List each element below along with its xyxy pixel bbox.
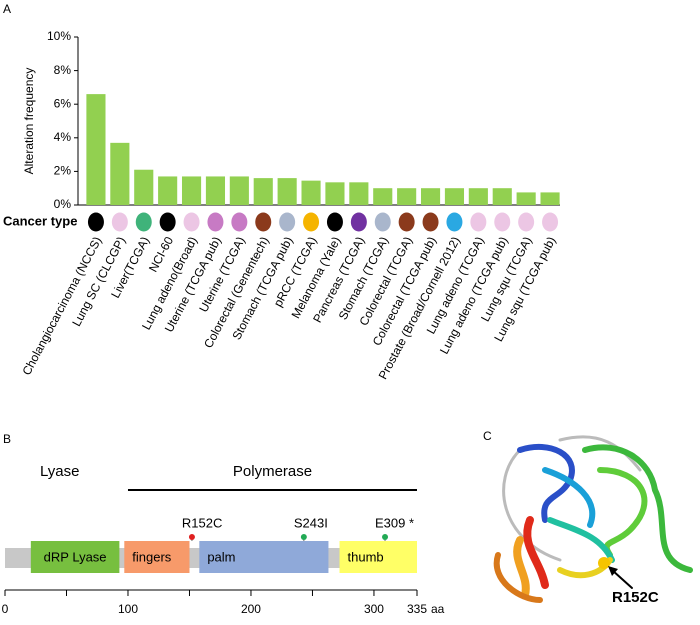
bar [134, 169, 154, 205]
bar [492, 188, 512, 205]
y-tick-label: 10% [47, 29, 71, 43]
bar [397, 188, 417, 205]
cancer-type-dot [231, 212, 248, 232]
lollipop-head [300, 534, 307, 540]
cancer-type-dot [183, 212, 200, 232]
y-axis-label: Alteration frequency [22, 68, 36, 175]
ribbon [517, 443, 575, 523]
bar [468, 188, 488, 205]
cancer-type-dot [279, 212, 296, 232]
bar [516, 192, 536, 205]
cancer-type-dot [374, 212, 391, 232]
bar [253, 178, 273, 205]
bar [86, 94, 106, 205]
bar [158, 176, 178, 205]
ribbon [547, 517, 615, 563]
x-tick-label: 335 [407, 602, 427, 616]
ribbon [542, 467, 596, 528]
bar [301, 180, 321, 205]
panel-label: B [3, 432, 11, 446]
domain [30, 541, 120, 573]
y-tick-label: 8% [54, 63, 72, 77]
cancer-type-dot [255, 212, 272, 232]
ribbon [513, 536, 530, 599]
bar [205, 176, 226, 205]
ribbon [597, 467, 648, 558]
arrow-head [608, 566, 618, 576]
y-tick-label: 6% [54, 96, 72, 110]
y-tick-label: 0% [54, 197, 72, 211]
x-tick-label: 300 [364, 602, 384, 616]
ribbon [582, 444, 693, 573]
cancer-type-dot [87, 212, 104, 232]
panel-label: C [483, 429, 492, 443]
bar [181, 176, 202, 205]
bar [373, 188, 393, 205]
dna [558, 435, 642, 472]
domain [124, 541, 190, 573]
panel-label: A [3, 2, 11, 16]
x-tick-label: 200 [241, 602, 261, 616]
cancer-type-dot [111, 212, 128, 232]
x-tick-label: 0 [2, 602, 9, 616]
cancer-type-dot [135, 212, 152, 232]
cancer-type-dot [326, 212, 343, 232]
y-tick-label: 2% [54, 164, 72, 178]
domain [339, 541, 417, 573]
cancer-type-dot [398, 212, 415, 232]
ribbon [523, 516, 549, 589]
cancer-type-dot [207, 212, 224, 232]
bar [540, 192, 560, 205]
arrow [611, 569, 633, 589]
bar [229, 176, 249, 205]
cancer-type-dot [542, 212, 559, 232]
domain-label: fingers [132, 549, 172, 564]
cancer-type-dot [446, 212, 463, 232]
cancer-type-dot [518, 212, 535, 232]
group-label: Polymerase [233, 463, 312, 480]
lollipop-head [188, 534, 195, 540]
domain [199, 541, 329, 573]
domain-label: dRP Lyase [44, 549, 107, 564]
bar [420, 188, 441, 205]
structure [493, 435, 693, 603]
residue [598, 557, 610, 569]
bar [349, 182, 369, 205]
group-label: Lyase [40, 463, 79, 480]
lollipop-head [382, 534, 389, 540]
cancer-type-dot [422, 212, 439, 232]
bar [110, 142, 130, 205]
bar [444, 188, 465, 205]
domain-label: thumb [348, 549, 384, 564]
domain-label: palm [207, 549, 235, 564]
row-label: Cancer type [3, 213, 77, 228]
cancer-type-dot [350, 212, 367, 232]
ribbon [493, 552, 543, 603]
structure-label: R152C [612, 589, 659, 606]
mutation-label: E309 * [375, 515, 414, 530]
cancer-type-dot [494, 212, 511, 232]
x-unit-label: aa [431, 602, 445, 616]
x-tick-label: 100 [118, 602, 138, 616]
mutation-label: S243I [294, 515, 328, 530]
mutation-label: R152C [182, 515, 222, 530]
cancer-type-dot [303, 212, 320, 232]
cancer-type-dot [470, 212, 487, 232]
dna [502, 448, 562, 562]
bar [325, 182, 345, 205]
cancer-type-dot [159, 212, 176, 232]
y-tick-label: 4% [54, 130, 72, 144]
bar [277, 178, 297, 205]
